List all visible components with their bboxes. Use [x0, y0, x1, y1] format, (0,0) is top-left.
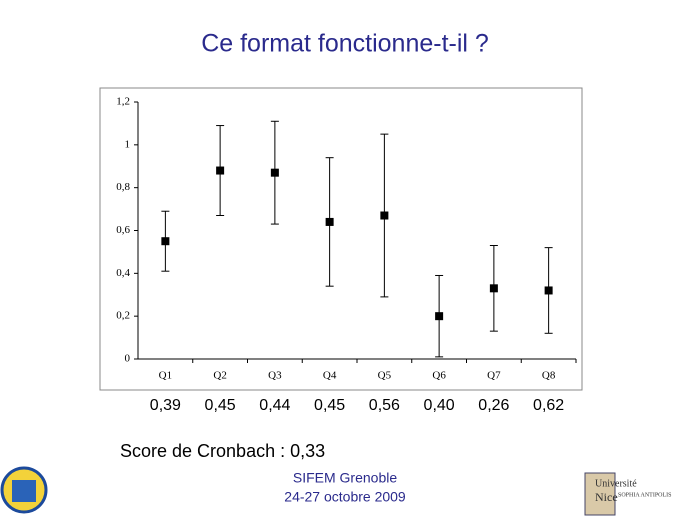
y-tick-label: 1 [125, 138, 131, 150]
item-score: 0,40 [424, 397, 455, 414]
point [325, 217, 334, 226]
point [544, 286, 553, 295]
point [489, 284, 498, 293]
logo-text: Nice [595, 490, 618, 504]
item-score: 0,26 [478, 397, 509, 414]
point [270, 168, 279, 177]
x-tick-label: Q8 [542, 370, 556, 382]
item-score: 0,45 [314, 397, 345, 414]
item-score: 0,56 [369, 397, 400, 414]
point [216, 166, 225, 175]
item-score: 0,39 [150, 397, 181, 414]
logo-shape [584, 472, 616, 516]
x-tick-label: Q4 [323, 370, 337, 382]
y-tick-label: 0,6 [116, 224, 130, 236]
point [161, 237, 170, 246]
logo-right: Université Nice SOPHIA ANTIPOLIS [584, 472, 672, 516]
x-tick-label: Q7 [487, 370, 501, 382]
y-tick-label: 0 [125, 353, 131, 365]
point [380, 211, 389, 220]
slide-title: Ce format fonctionne-t-il ? [201, 30, 489, 58]
item-score: 0,44 [259, 397, 290, 414]
logo-left [0, 466, 48, 514]
item-score: 0,45 [205, 397, 236, 414]
chart-frame [99, 87, 583, 391]
x-tick-label: Q3 [268, 370, 282, 382]
y-tick-label: 0,8 [116, 181, 130, 193]
footer-line: 24-27 octobre 2009 [284, 489, 406, 505]
x-tick-label: Q6 [432, 370, 446, 382]
logo-text: Université [595, 478, 637, 489]
logo-shape [12, 480, 36, 502]
point [435, 312, 444, 321]
logo-text: SOPHIA ANTIPOLIS [618, 492, 672, 498]
score: Score de Cronbach : 0,33 [120, 441, 325, 461]
y-tick-label: 1,2 [116, 96, 130, 108]
y-tick-label: 0,2 [116, 310, 130, 322]
x-tick-label: Q1 [159, 370, 172, 382]
y-tick-label: 0,4 [116, 267, 130, 279]
x-tick-label: Q5 [378, 370, 392, 382]
footer-line: SIFEM Grenoble [293, 470, 397, 486]
item-score: 0,62 [533, 397, 564, 414]
x-tick-label: Q2 [213, 370, 226, 382]
